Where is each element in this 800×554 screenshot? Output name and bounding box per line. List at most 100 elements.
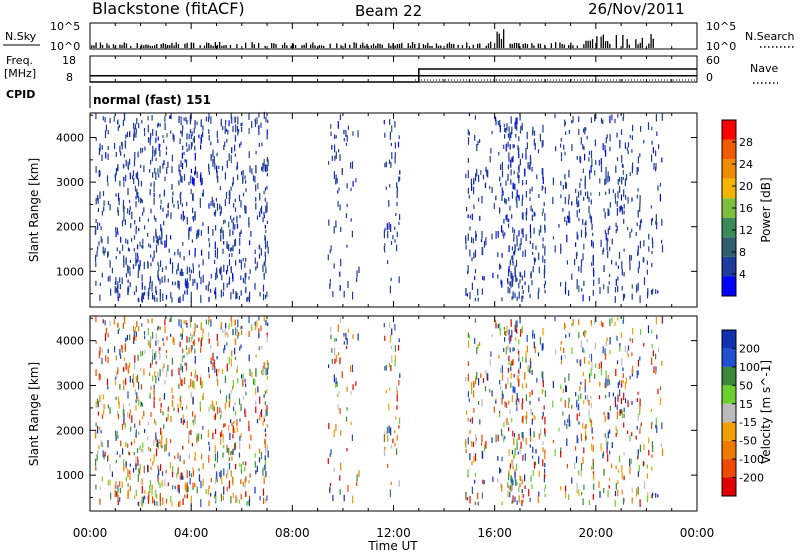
- noise-bar: [225, 45, 227, 48]
- velocity-point: [661, 443, 663, 448]
- velocity-point: [114, 490, 116, 498]
- velocity-point: [101, 357, 103, 365]
- power-point: [260, 207, 262, 212]
- power-point: [390, 241, 393, 245]
- velocity-point: [137, 474, 139, 482]
- velocity-point: [384, 366, 386, 371]
- velocity-point: [394, 430, 396, 434]
- power-point: [608, 176, 611, 182]
- power-point: [581, 288, 583, 292]
- power-point: [516, 234, 518, 240]
- velocity-point: [250, 434, 252, 441]
- power-point: [120, 151, 122, 156]
- power-point: [590, 150, 593, 159]
- velocity-point: [165, 469, 167, 474]
- power-point: [185, 159, 188, 168]
- power-point: [170, 212, 172, 219]
- velocity-point: [591, 466, 593, 470]
- power-point: [182, 242, 184, 246]
- velocity-point: [251, 324, 253, 332]
- velocity-point: [521, 402, 523, 410]
- power-point: [245, 257, 247, 262]
- velocity-point: [214, 366, 216, 373]
- velocity-point: [346, 407, 348, 411]
- power-point: [576, 279, 578, 287]
- power-point: [138, 178, 140, 187]
- velocity-point: [196, 433, 198, 440]
- velocity-point: [566, 438, 568, 446]
- velocity-point: [220, 438, 222, 445]
- velocity-point: [226, 448, 229, 453]
- velocity-point: [639, 406, 641, 411]
- velocity-point: [652, 350, 654, 357]
- velocity-point: [222, 437, 224, 443]
- power-point: [265, 116, 267, 123]
- velocity-point: [509, 463, 512, 469]
- velocity-point: [255, 400, 257, 406]
- power-point: [180, 130, 182, 134]
- velocity-point: [192, 380, 194, 388]
- velocity-point: [590, 320, 592, 324]
- velocity-point: [263, 418, 265, 422]
- velocity-point: [350, 365, 352, 372]
- velocity-point: [501, 428, 503, 437]
- power-point: [508, 265, 510, 273]
- power-point: [103, 206, 105, 212]
- velocity-point: [584, 356, 586, 364]
- power-point: [179, 271, 181, 276]
- velocity-point: [512, 459, 514, 467]
- power-point: [584, 153, 586, 161]
- velocity-point: [189, 477, 191, 485]
- power-point: [194, 171, 196, 176]
- velocity-point: [100, 439, 102, 446]
- power-point: [221, 226, 223, 234]
- velocity-point: [533, 415, 535, 421]
- velocity-point: [592, 461, 594, 470]
- noise-bar: [301, 45, 303, 48]
- power-point: [480, 239, 483, 243]
- velocity-point: [215, 476, 217, 484]
- noise-bar: [563, 44, 565, 48]
- power-point: [231, 147, 233, 154]
- power-point: [188, 133, 190, 140]
- power-point: [240, 122, 242, 127]
- velocity-point: [131, 415, 133, 423]
- power-point: [227, 130, 229, 135]
- power-colorbar-tick-label: 16: [739, 202, 753, 215]
- velocity-point: [152, 332, 154, 339]
- power-point: [141, 245, 143, 249]
- power-point: [335, 151, 337, 159]
- power-point: [249, 240, 251, 246]
- velocity-point: [508, 355, 510, 361]
- velocity-point: [605, 379, 607, 388]
- power-point: [205, 285, 207, 291]
- noise-bar: [568, 44, 570, 48]
- noise-bar: [516, 42, 518, 48]
- velocity-point: [578, 412, 580, 417]
- velocity-point: [638, 464, 640, 473]
- velocity-point: [256, 320, 258, 328]
- velocity-point: [263, 465, 265, 469]
- velocity-point: [624, 345, 626, 353]
- power-point: [562, 208, 564, 212]
- velocity-point: [186, 323, 188, 328]
- noise-bar: [320, 45, 323, 48]
- power-point: [98, 147, 100, 156]
- velocity-point: [336, 381, 338, 387]
- velocity-point: [513, 437, 515, 446]
- velocity-point: [165, 438, 168, 447]
- power-point: [251, 168, 253, 175]
- noise-bar: [206, 42, 208, 48]
- power-point: [331, 145, 333, 150]
- power-point: [511, 157, 513, 163]
- power-point: [512, 144, 514, 149]
- power-point: [574, 259, 576, 266]
- velocity-point: [544, 416, 546, 425]
- power-point: [184, 159, 186, 163]
- velocity-point: [521, 326, 523, 334]
- power-point: [217, 176, 219, 183]
- power-point: [119, 180, 121, 187]
- power-point: [242, 175, 244, 183]
- power-point: [584, 191, 587, 196]
- velocity-point: [153, 388, 155, 396]
